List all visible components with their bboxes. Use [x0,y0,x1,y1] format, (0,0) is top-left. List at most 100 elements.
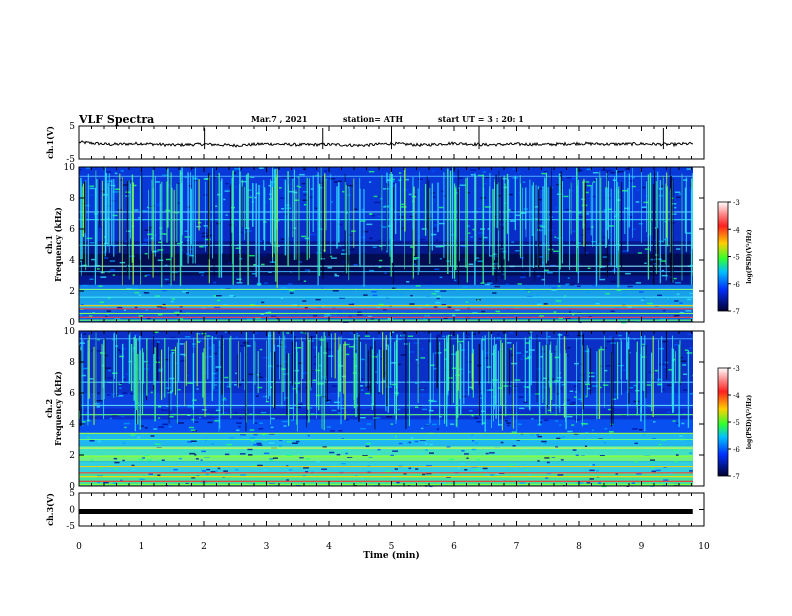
speckle [236,429,240,431]
speckle [121,348,126,350]
speckle [607,408,613,411]
speckle [492,292,497,294]
speckle [234,469,239,471]
speckle [96,268,100,270]
speckle [553,250,559,252]
speckle [663,366,668,368]
speckle [560,387,563,390]
speckle [448,458,455,461]
speckle [466,191,470,194]
speckle [278,344,283,346]
speckle [547,335,551,338]
speckle [374,371,377,373]
speckle [397,408,401,411]
speckle [551,456,556,458]
speckle [238,231,245,233]
speckle [161,233,167,235]
speckle [214,420,220,422]
speckle [426,304,429,306]
speckle [333,181,338,183]
speckle [295,484,301,486]
speckle [365,442,372,445]
speckle [637,406,642,408]
speckle [540,356,543,358]
speckle [364,472,368,475]
speckle [435,301,441,304]
speckle [157,474,161,476]
speckle [120,415,125,418]
speckle [686,352,693,354]
speckle [585,191,589,194]
speckle [171,351,175,354]
speckle [379,358,384,360]
speckle [248,373,254,376]
speckle [190,440,197,442]
speckle [685,310,692,312]
speckle [403,473,407,475]
speckle [683,412,686,415]
speckle [286,441,292,443]
speckle [543,442,548,445]
speckle [179,343,184,345]
speckle [264,378,267,380]
speckle [460,271,465,274]
speckle [253,444,259,446]
speckle [302,475,307,477]
speckle [323,347,327,350]
speckle [585,395,588,398]
speckle [591,484,596,486]
speckle [221,399,227,401]
speckle [689,292,694,295]
speckle [431,423,437,426]
speckle [592,372,597,374]
speckle [378,303,384,306]
speckle [603,442,606,444]
speckle [663,479,669,481]
speckle [617,170,624,173]
speckle [314,356,317,358]
speckle [349,332,354,334]
speckle [79,314,83,316]
speckle [429,443,434,446]
speckle [112,214,118,217]
speckle [410,215,415,218]
speckle [427,418,432,420]
speckle [567,430,573,433]
speckle [303,194,308,196]
speckle [286,479,289,481]
speckle [459,184,466,186]
speckle [420,388,425,391]
speckle [240,474,247,476]
speckle [627,306,632,308]
speckle [338,310,342,313]
speckle [555,420,558,422]
speckle [537,435,542,438]
speckle [96,406,100,408]
speckle [312,379,317,381]
colorbar-tick-label: -3 [733,199,740,207]
speckle [143,455,147,457]
speckle [243,318,249,321]
speckle [327,267,332,269]
speckle [526,275,532,277]
speckle [651,466,655,469]
ch1-spectrogram-panel: 10 8 6 4 2 0 ch.1 Frequency (kHz) [44,163,705,328]
speckle [137,339,140,341]
speckle [138,294,142,296]
speckle [592,172,599,174]
speckle [675,282,681,284]
speckle [253,264,256,266]
y-tick-label: 4 [69,420,75,430]
speckle [349,248,355,251]
speckle [369,269,375,272]
speckle [677,256,682,259]
speckle [667,411,671,413]
speckle [387,386,392,388]
speckle [431,192,435,194]
speckle [319,187,324,189]
x-tick-label: 6 [451,542,457,552]
speckle [240,434,246,436]
speckle [472,440,475,442]
speckle [415,468,419,470]
speckle [103,481,109,484]
